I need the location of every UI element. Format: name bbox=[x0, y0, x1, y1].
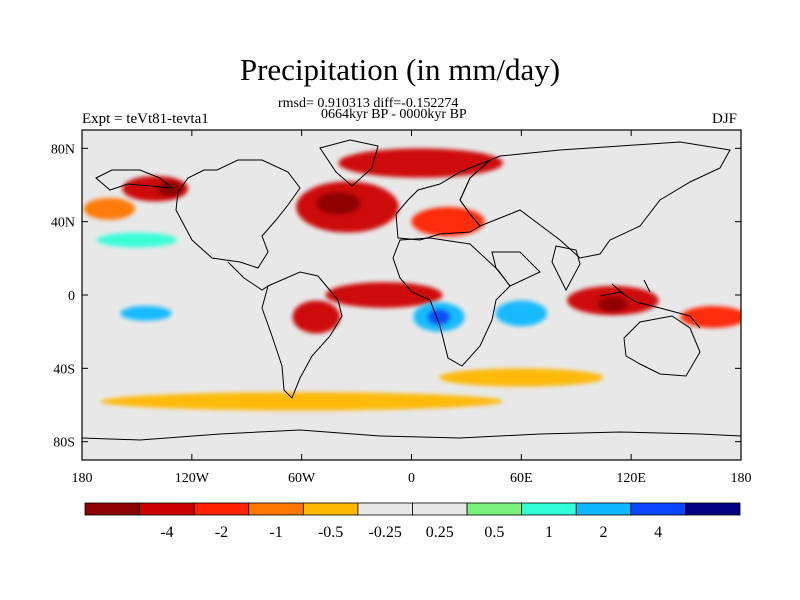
x-tick-label: 180 bbox=[731, 471, 752, 486]
anomaly-atlantic-itcz-drying bbox=[325, 282, 443, 308]
chart-title: Precipitation (in mm/day) bbox=[239, 52, 561, 87]
colorbar-swatch bbox=[630, 502, 686, 516]
coastline-arabia bbox=[491, 251, 541, 287]
colorbar-label: -2 bbox=[215, 524, 228, 541]
anomaly-north-pacific-drying bbox=[83, 197, 136, 220]
coastline-india bbox=[551, 245, 581, 292]
anomaly-gulf-alaska-drying bbox=[122, 175, 189, 202]
coastline-australia bbox=[623, 315, 701, 377]
anomaly-maritime-continent-drying bbox=[567, 285, 659, 316]
colorbar-label: 1 bbox=[545, 524, 553, 541]
colorbar-swatch bbox=[302, 502, 359, 516]
colorbar-label: -0.25 bbox=[369, 524, 402, 541]
x-tick-label: 180 bbox=[72, 471, 93, 486]
y-tick-label: 40N bbox=[51, 216, 75, 231]
anomaly-north-pacific-wetting bbox=[96, 232, 178, 248]
stats-label: rmsd= 0.910313 diff=-0.152274 bbox=[278, 96, 459, 111]
season-label: DJF bbox=[712, 111, 738, 127]
colorbar-swatch bbox=[575, 502, 632, 516]
colorbar-label: -1 bbox=[269, 524, 282, 541]
anomaly-south-america-drying bbox=[292, 300, 341, 334]
y-tick-label: 80S bbox=[53, 436, 75, 451]
anomaly-spcz-drying bbox=[680, 306, 741, 328]
coastline-africa bbox=[392, 237, 511, 367]
coastline-greenland bbox=[319, 139, 379, 187]
coastline-north-america bbox=[175, 159, 301, 269]
anomaly-central-africa-wetting bbox=[413, 302, 465, 332]
experiment-label: Expt = teVt81-tevta1 bbox=[82, 111, 209, 127]
colorbar-label: -4 bbox=[160, 524, 173, 541]
coastline-asia bbox=[459, 141, 731, 259]
y-tick-label: 80N bbox=[51, 142, 75, 157]
coastline-central-america bbox=[227, 261, 269, 291]
anomaly-north-atlantic-drying-core bbox=[316, 192, 361, 215]
colorbar-swatch bbox=[466, 502, 523, 516]
colorbar-swatch bbox=[357, 502, 413, 516]
x-tick-label: 120E bbox=[616, 471, 646, 486]
anomaly-maritime-continent-core bbox=[598, 296, 628, 312]
coastline-alaska bbox=[95, 169, 174, 191]
y-tick-label: 0 bbox=[68, 289, 75, 304]
x-tick-label: 60W bbox=[288, 471, 316, 486]
colorbar-label: 0.5 bbox=[484, 524, 504, 541]
anomaly-central-africa-core bbox=[427, 309, 450, 325]
coastline-maritime-continent bbox=[599, 279, 701, 329]
anomaly-southern-ocean-drying bbox=[100, 392, 504, 411]
anomaly-mediterranean-drying bbox=[411, 207, 485, 237]
colorbar-swatch bbox=[248, 502, 304, 516]
colorbar-label: -0.5 bbox=[318, 524, 343, 541]
colorbar-swatch bbox=[84, 502, 140, 516]
coastline-south-america bbox=[261, 271, 343, 399]
colorbar-label: 4 bbox=[654, 524, 662, 541]
x-tick-label: 0 bbox=[408, 471, 415, 486]
x-tick-label: 120W bbox=[175, 471, 210, 486]
coastline-europe bbox=[395, 159, 491, 241]
colorbar-swatch bbox=[412, 502, 468, 516]
colorbar-label: 0.25 bbox=[426, 524, 454, 541]
coastline-antarctica bbox=[82, 429, 741, 441]
map-background bbox=[82, 130, 741, 460]
anomaly-gulf-alaska-core bbox=[157, 181, 183, 197]
plot-frame bbox=[81, 129, 742, 461]
x-tick-label: 60E bbox=[510, 471, 533, 486]
period-label: 0664kyr BP - 0000kyr BP bbox=[321, 107, 467, 122]
anomaly-south-indian-drying bbox=[438, 368, 604, 387]
anomaly-east-pacific-wetting bbox=[120, 306, 172, 321]
colorbar-swatch bbox=[521, 502, 577, 516]
colorbar-swatch bbox=[139, 502, 195, 516]
anomaly-nordic-drying bbox=[338, 148, 504, 178]
y-tick-label: 40S bbox=[53, 362, 75, 377]
colorbar-swatch bbox=[685, 502, 741, 516]
colorbar-swatch bbox=[193, 502, 250, 516]
anomaly-indian-ocean-wetting bbox=[495, 300, 547, 327]
anomaly-north-atlantic-drying bbox=[296, 181, 399, 233]
colorbar-label: 2 bbox=[600, 524, 608, 541]
